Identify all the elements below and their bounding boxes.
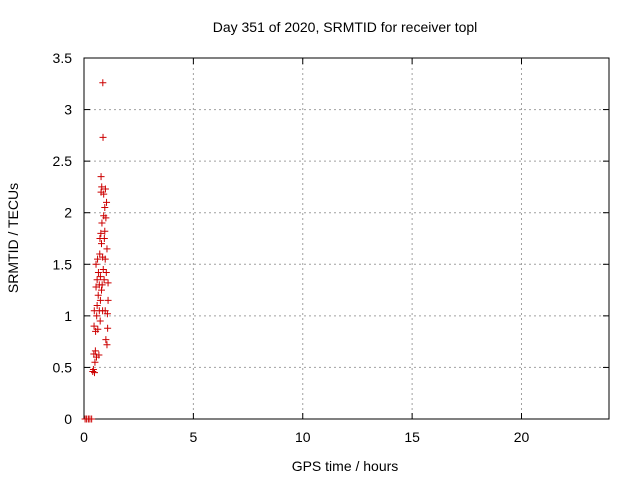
y-tick-label: 2.5 [53,153,73,169]
x-tick-label: 0 [80,429,88,445]
data-point [89,365,97,373]
data-point [94,255,102,263]
y-tick-label: 3.5 [53,50,73,66]
data-point [91,369,98,377]
data-point [88,415,96,423]
data-point [103,310,111,318]
data-point [101,185,109,193]
data-point [99,79,107,87]
data-point [92,260,100,268]
data-point [103,341,111,349]
plot-frame [83,57,610,420]
data-point [103,198,111,206]
data-point [94,291,102,299]
data-point [98,240,105,248]
points-layer [81,79,112,423]
data-point [102,336,110,344]
x-tick-label: 5 [189,429,197,445]
x-axis-title: GPS time / hours [292,458,399,474]
y-tick-label: 3 [64,102,72,118]
y-tick-label: 0 [64,411,72,427]
data-point [104,279,112,287]
data-point [98,286,105,294]
data-point [96,296,104,304]
data-point [99,133,107,141]
data-point [96,250,104,258]
data-point [97,229,105,237]
data-point [101,227,109,235]
data-point [96,273,104,281]
y-tick-label: 2 [64,205,72,221]
data-point [102,214,110,222]
data-point [91,358,99,366]
data-point [98,183,106,191]
data-point [100,276,108,284]
y-tick-label: 0.5 [53,359,73,375]
data-point [90,322,98,330]
y-tick-label: 1.5 [53,256,73,272]
data-point [93,276,101,284]
data-point [104,296,112,304]
tick-layer: 0 0.5 1 1.5 2 2.5 3 3.5 0 5 10 15 20 [53,50,609,445]
data-point [98,281,106,289]
data-point [99,265,107,273]
data-point [98,219,106,227]
data-point [100,190,108,198]
data-point [100,235,108,242]
chart-title: Day 351 of 2020, SRMTID for receiver top… [213,19,478,35]
grid-layer [84,58,609,419]
data-point [93,312,101,320]
data-point [102,269,110,277]
x-tick-label: 20 [514,429,530,445]
data-point [96,317,104,325]
data-point [104,324,112,332]
data-point [97,173,105,181]
data-point [95,351,103,359]
y-tick-label: 1 [64,308,72,324]
data-point [103,245,111,253]
data-point [94,325,102,333]
x-tick-label: 15 [404,429,420,445]
data-point [101,204,109,212]
x-tick-label: 10 [295,429,311,445]
data-point [101,255,109,263]
y-axis-title: SRMTID / TECUs [5,183,21,293]
data-point [94,269,102,277]
data-point [93,302,101,310]
data-point [91,347,99,355]
